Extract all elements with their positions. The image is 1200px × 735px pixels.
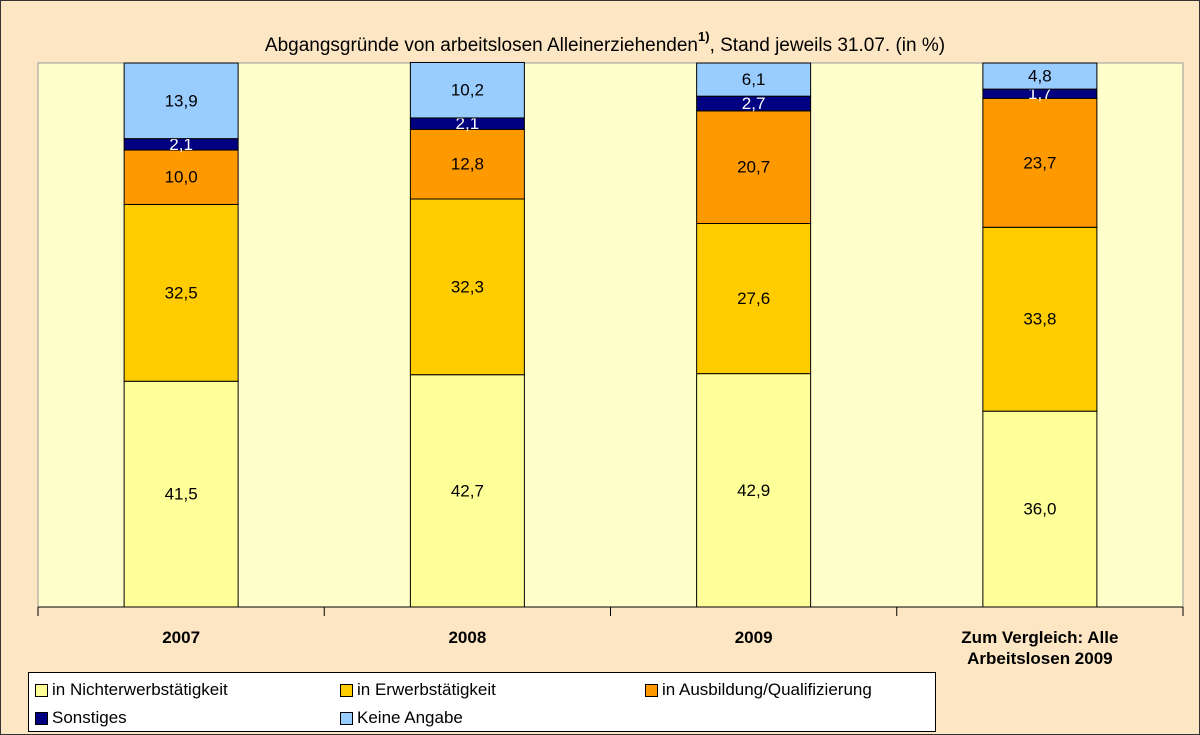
legend-swatch (340, 711, 353, 725)
data-label: 32,3 (451, 277, 484, 296)
legend-label: in Ausbildung/Qualifizierung (662, 680, 872, 699)
bar-segment (123, 380, 239, 608)
data-label: 27,6 (737, 289, 770, 308)
data-label: 13,9 (165, 91, 198, 110)
x-tick-label: 2007 (162, 628, 201, 647)
data-label: 33,8 (1023, 310, 1056, 329)
legend-swatch (340, 683, 353, 697)
data-label: 10,2 (451, 81, 484, 100)
bar-segment (982, 410, 1098, 608)
bar-segment (123, 149, 239, 205)
data-label: 2,1 (456, 114, 480, 133)
data-label: 41,5 (165, 485, 198, 504)
data-label: 42,7 (451, 481, 484, 500)
legend-swatch (35, 683, 48, 697)
x-tick-label: Zum Vergleich: Alle Arbeitslosen 2009 (961, 628, 1119, 668)
legend-label: in Nichterwerbstätigkeit (52, 680, 228, 699)
data-label: 2,7 (742, 94, 766, 113)
legend-item: in Ausbildung/Qualifizierung (639, 676, 937, 704)
data-label: 36,0 (1023, 500, 1056, 519)
chart-title: Abgangsgründe von arbeitslosen Alleinerz… (265, 29, 945, 56)
bar-segment (982, 97, 1098, 228)
bar-segment (696, 222, 812, 375)
legend-swatch (645, 683, 658, 697)
title-suffix: , Stand jeweils 31.07. (in %) (710, 35, 946, 56)
legend-label: in Erwerbstätigkeit (357, 680, 496, 699)
x-tick-label: 2009 (734, 628, 773, 647)
bar-segment (982, 62, 1098, 90)
legend-item: in Nichterwerbstätigkeit (29, 676, 334, 704)
bar-segment (696, 110, 812, 224)
legend-swatch (35, 711, 48, 725)
data-label: 32,5 (165, 283, 198, 302)
bar-segment (409, 61, 525, 119)
bar-segment (982, 226, 1098, 412)
data-label: 23,7 (1023, 153, 1056, 172)
bar-segment (696, 373, 812, 608)
data-label: 4,8 (1028, 67, 1052, 86)
title-note: 1) (698, 29, 710, 44)
bar-segment (123, 62, 239, 140)
legend-item: in Erwerbstätigkeit (334, 676, 639, 704)
data-label: 42,9 (737, 481, 770, 500)
legend-item: Sonstiges (29, 704, 334, 732)
bar-segment (696, 62, 812, 97)
x-tick-label: 2008 (448, 628, 487, 647)
legend-label: Keine Angabe (357, 708, 463, 727)
legend-item: Keine Angabe (334, 704, 639, 732)
data-label: 10,0 (165, 168, 198, 187)
title-main: Abgangsgründe von arbeitslosen Alleinerz… (265, 35, 698, 56)
data-label: 2,1 (169, 135, 193, 154)
data-label: 6,1 (742, 70, 766, 89)
data-label: 12,8 (451, 155, 484, 174)
legend-label: Sonstiges (52, 708, 127, 727)
data-label: 20,7 (737, 158, 770, 177)
legend: in Nichterwerbstätigkeit in Erwerbstätigk… (28, 672, 936, 732)
bar-segment (409, 198, 525, 376)
